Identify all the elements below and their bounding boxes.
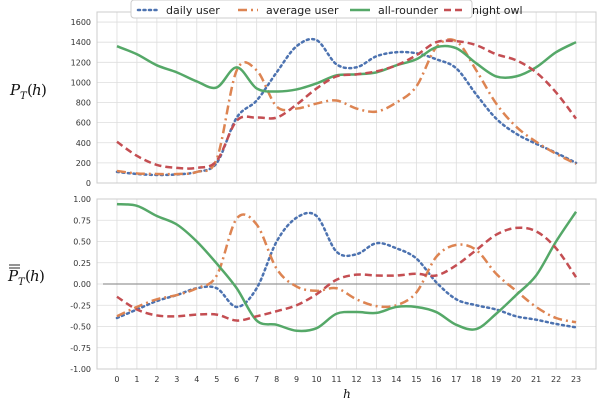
y-tick-label: 1.00 [73, 195, 91, 204]
plot-frame [96, 198, 597, 370]
y-tick-label: -0.50 [70, 323, 91, 332]
series-line-average-user [116, 38, 577, 176]
x-tick-label: 16 [431, 375, 441, 384]
x-tick-label: 7 [254, 375, 259, 384]
legend-item-all-rounder: all-rounder [350, 4, 439, 17]
x-tick-label: 8 [274, 375, 279, 384]
series-line-night-owl [116, 39, 578, 170]
svg-text:T: T [20, 91, 28, 102]
bottom-ylabel: P T ( h ) [7, 264, 45, 288]
plot-frame [96, 11, 597, 184]
legend-label: all-rounder [378, 4, 439, 17]
x-tick-label: 10 [311, 375, 321, 384]
svg-text:h: h [30, 267, 40, 285]
x-tick-label: 11 [331, 375, 341, 384]
x-tick-label: 20 [511, 375, 521, 384]
x-tick-label: 5 [214, 375, 219, 384]
x-tick-label: 22 [551, 375, 561, 384]
y-tick-label: 1400 [71, 38, 91, 47]
y-tick-label: -1.00 [70, 365, 91, 374]
svg-text:(: ( [25, 267, 31, 285]
y-tick-label: 0.50 [73, 238, 91, 247]
svg-text:): ) [41, 81, 47, 99]
y-tick-label: 1200 [71, 58, 91, 67]
legend-label: night owl [472, 4, 523, 17]
x-tick-label: 23 [571, 375, 581, 384]
y-tick-label: 0.00 [73, 280, 91, 289]
x-tick-label: 1 [134, 375, 139, 384]
x-tick-label: 2 [154, 375, 159, 384]
series-line-daily-user [115, 37, 578, 177]
y-tick-label: 400 [76, 139, 91, 148]
grid [97, 12, 596, 184]
x-tick-label: 17 [451, 375, 461, 384]
y-tick-label: 1000 [71, 78, 91, 87]
y-tick-label: 0.25 [73, 259, 91, 268]
series-line-all-rounder [116, 41, 577, 93]
x-tick-label: 18 [471, 375, 481, 384]
x-axis-label: h [343, 387, 351, 401]
svg-text:(: ( [27, 81, 33, 99]
y-tick-label: 0.75 [73, 216, 91, 225]
y-tick-label: 600 [76, 119, 91, 128]
series-line-all-rounder [116, 202, 578, 333]
legend-label: daily user [166, 4, 220, 17]
y-tick-label: -0.75 [70, 344, 91, 353]
y-tick-label: 200 [76, 159, 91, 168]
y-tick-label: -0.25 [70, 301, 91, 310]
legend: daily user average user all-rounder nigh… [130, 0, 523, 19]
x-tick-label: 14 [391, 375, 401, 384]
series-line-average-user [116, 213, 577, 324]
legend-label: average user [266, 4, 339, 17]
legend-item-night-owl: night owl [444, 4, 523, 17]
x-tick-label: 6 [234, 375, 239, 384]
svg-text:P: P [7, 267, 19, 285]
y-tick-label: 800 [76, 99, 91, 108]
x-tick-label: 15 [411, 375, 421, 384]
x-tick-label: 19 [491, 375, 501, 384]
y-tick-label: 0 [86, 179, 91, 188]
y-tick-label: 1600 [71, 18, 91, 27]
top-ylabel: P T ( h ) [9, 81, 47, 102]
bottom-axes: -1.00 -0.75 -0.50 -0.25 0.00 0.25 0.50 0.75 1.00… [70, 195, 597, 384]
x-tick-label: 21 [531, 375, 541, 384]
x-tick-label: 0 [114, 375, 119, 384]
svg-text:h: h [32, 81, 42, 99]
legend-box [130, 0, 473, 19]
svg-text:): ) [39, 267, 45, 285]
x-tick-label: 13 [371, 375, 381, 384]
top-axes: 0 200 400 600 800 1000 1200 1400 1600 [71, 11, 597, 188]
series-line-night-owl [116, 226, 578, 322]
svg-text:T: T [18, 277, 26, 288]
legend-item-average-user: average user [238, 4, 339, 17]
svg-text:P: P [9, 81, 21, 99]
x-tick-label: 3 [174, 375, 179, 384]
x-tick-label: 4 [194, 375, 199, 384]
legend-item-daily-user: daily user [136, 4, 220, 17]
x-tick-label: 9 [294, 375, 299, 384]
x-tick-label: 12 [351, 375, 361, 384]
